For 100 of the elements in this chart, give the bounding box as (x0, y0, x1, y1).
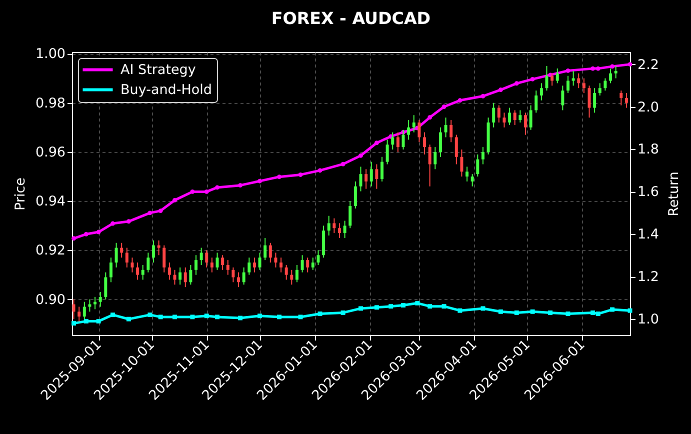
candlestick (561, 85, 564, 111)
y-axis-title: Price (12, 178, 28, 210)
candlestick (375, 164, 378, 190)
point (84, 232, 88, 236)
candlestick (588, 85, 591, 118)
candlestick (237, 272, 240, 288)
candlestick (550, 72, 554, 86)
point (514, 310, 519, 315)
point (590, 66, 596, 71)
y2-tick-label: 1.2 (638, 269, 659, 286)
point (215, 314, 220, 320)
candlestick (545, 66, 548, 92)
point (148, 210, 152, 216)
point (277, 174, 282, 180)
candlestick (82, 301, 86, 320)
point (415, 300, 420, 306)
point (596, 312, 600, 316)
candlestick (540, 82, 543, 101)
candlestick (221, 254, 224, 270)
point (204, 314, 209, 318)
point (158, 314, 163, 320)
candlestick (434, 146, 437, 170)
candlestick (290, 269, 294, 286)
candlestick (470, 174, 474, 187)
candlestick (428, 144, 432, 187)
candlestick (466, 166, 469, 182)
candlestick (104, 272, 108, 300)
point (110, 312, 115, 318)
candlestick (173, 269, 176, 286)
candlestick (168, 262, 171, 280)
candlestick (162, 244, 166, 273)
candlestick (513, 110, 516, 126)
point (401, 303, 406, 308)
point (110, 221, 115, 226)
candlestick (130, 257, 134, 273)
candlestick (407, 120, 410, 140)
candlestick (582, 78, 586, 94)
point (148, 312, 152, 318)
candlestick (492, 102, 496, 128)
point (172, 198, 177, 202)
y-tick-label: 0.94 (35, 194, 66, 210)
candlestick (94, 296, 97, 310)
point (498, 88, 503, 92)
candlestick (524, 112, 527, 136)
candlestick (189, 264, 192, 286)
candlestick (609, 68, 612, 84)
y-tick-label: 0.90 (35, 292, 66, 308)
candlestick (316, 250, 320, 266)
candlestick (226, 260, 230, 276)
candlestick (178, 266, 182, 286)
y-tick-label: 0.92 (35, 242, 66, 259)
point (96, 318, 101, 324)
chart-title: FOREX - AUDCAD (271, 9, 431, 28)
candlestick (391, 132, 394, 150)
candlestick (295, 264, 298, 283)
candlestick (380, 156, 384, 182)
candlestick (418, 120, 421, 143)
point (72, 236, 76, 241)
point (388, 304, 394, 309)
candlestick (141, 264, 144, 280)
candlestick (274, 252, 278, 268)
candlestick (242, 266, 246, 286)
candlestick (109, 257, 112, 283)
candlestick (412, 114, 416, 133)
candlestick (216, 252, 219, 270)
candlestick (534, 90, 538, 114)
candlestick (78, 306, 81, 322)
point (340, 162, 346, 166)
point (238, 316, 243, 320)
candlestick (444, 117, 448, 138)
point (158, 208, 163, 214)
point (258, 314, 262, 318)
legend-label: AI Strategy (120, 62, 196, 78)
candlestick (423, 132, 426, 155)
point (72, 321, 76, 326)
candlestick (593, 88, 596, 114)
candlestick (624, 92, 628, 108)
candlestick (205, 250, 208, 268)
candlestick (396, 132, 400, 152)
candlestick (508, 107, 512, 126)
candlestick (98, 292, 102, 308)
candlestick (529, 104, 532, 130)
y2-tick-label: 1.0 (638, 312, 659, 328)
candlestick (614, 66, 618, 79)
point (458, 98, 462, 103)
point (215, 185, 220, 190)
candlestick (136, 262, 140, 280)
candlestick (364, 168, 368, 190)
candlestick (502, 112, 506, 128)
candlestick (72, 298, 76, 320)
candlestick (577, 72, 580, 89)
y2-axis-title: Return (666, 172, 682, 216)
point (358, 306, 363, 311)
point (428, 304, 432, 309)
point (374, 305, 379, 310)
candlestick (152, 240, 155, 264)
point (530, 309, 535, 314)
point (84, 318, 88, 324)
point (480, 306, 486, 311)
candlestick (566, 75, 570, 94)
